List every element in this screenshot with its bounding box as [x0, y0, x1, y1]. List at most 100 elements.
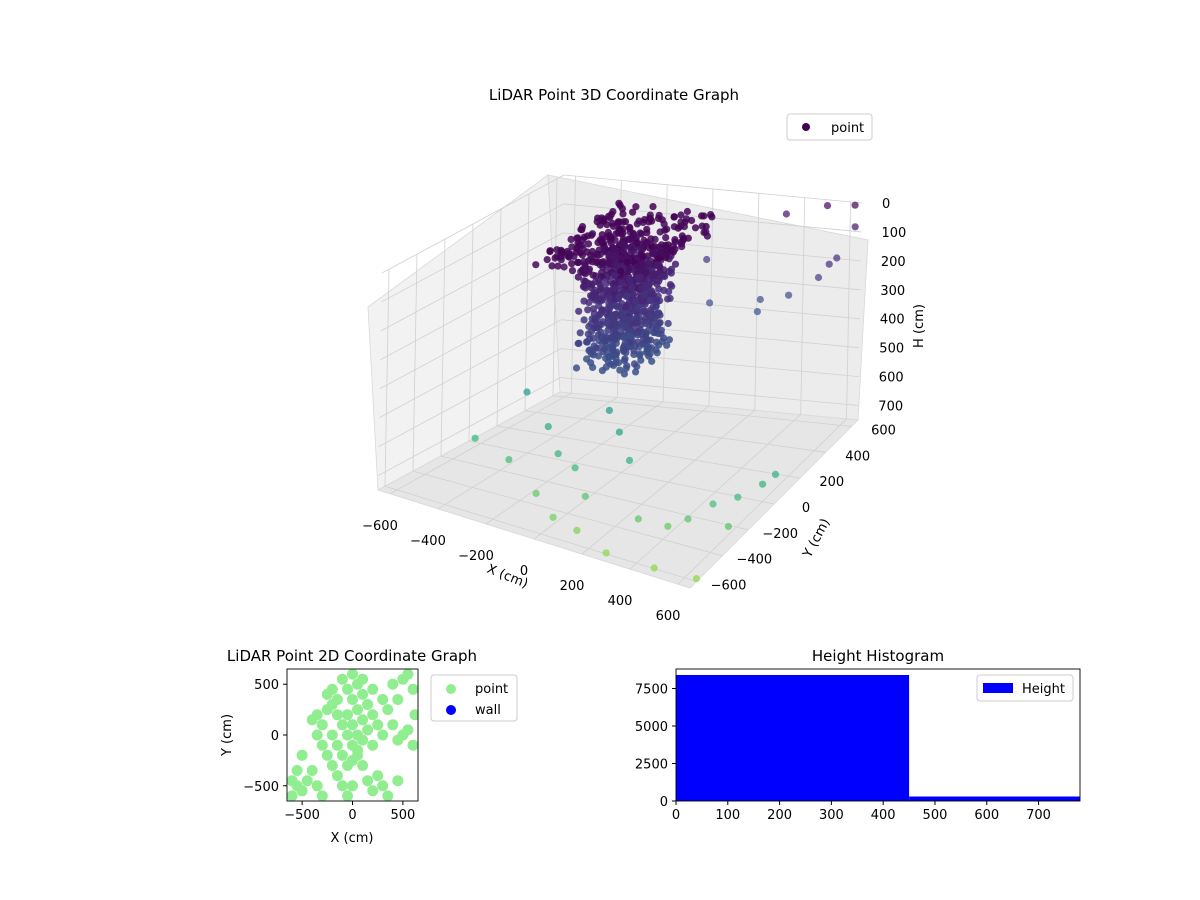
data-point-3d — [611, 320, 619, 328]
data-point-3d — [615, 428, 624, 436]
data-point-3d — [604, 349, 612, 357]
data-point-3d — [585, 299, 593, 307]
data-point-3d — [709, 500, 717, 508]
data-point-3d — [647, 336, 655, 344]
left-grid-h — [379, 290, 563, 390]
data-point-3d — [637, 230, 646, 238]
y-tick-label-3d: −200 — [762, 527, 798, 542]
left-grid-y — [412, 254, 418, 472]
left-grid-y — [524, 193, 530, 411]
legend-3d: point — [786, 113, 873, 141]
floor-grid-x — [581, 410, 756, 555]
data-point-3d — [627, 243, 635, 251]
data-point-3d — [583, 355, 591, 363]
floor-grid-y — [468, 440, 775, 505]
z-tick-label-3d: 600 — [879, 371, 904, 386]
y-tick-label-3d: 200 — [819, 475, 844, 490]
data-point-3d — [626, 225, 634, 233]
y-tick-label-3d: 0 — [802, 501, 810, 516]
data-point-3d — [567, 235, 575, 243]
data-point-3d — [629, 208, 637, 216]
data-point-3d — [592, 344, 600, 352]
data-point-3d — [664, 319, 672, 328]
back-grid-x — [800, 197, 806, 415]
z-tick-label-3d: 700 — [878, 400, 903, 415]
data-point-3d — [595, 311, 603, 319]
data-point-3d — [643, 225, 651, 233]
data-point-3d — [700, 212, 708, 220]
data-point-3d — [575, 339, 583, 347]
legend-3d-marker — [802, 123, 810, 131]
data-point-3d — [620, 346, 628, 354]
data-point-3d — [756, 295, 764, 304]
data-point-3d — [602, 310, 611, 318]
data-point-3d — [611, 285, 619, 293]
data-point-3d — [630, 360, 639, 368]
z-tick-label-3d: 100 — [882, 226, 907, 241]
data-point-3d — [632, 203, 640, 211]
data-point-3d — [851, 223, 859, 231]
data-point-3d — [650, 564, 658, 572]
data-point-3d — [825, 260, 833, 268]
z-tick-label-3d: 400 — [880, 313, 905, 328]
data-point-3d — [624, 316, 632, 324]
data-point-3d — [633, 239, 641, 247]
data-point-3d — [595, 295, 603, 303]
data-point-3d — [833, 254, 841, 262]
data-point-3d — [785, 291, 793, 299]
data-point-3d — [637, 356, 645, 364]
data-point-3d — [591, 286, 599, 294]
data-point-3d — [574, 273, 582, 281]
data-point-3d — [662, 252, 670, 260]
data-point-3d — [662, 241, 670, 249]
data-point-3d — [568, 243, 576, 251]
left-grid-h — [378, 348, 561, 447]
y-tick-label-3d: 600 — [871, 424, 896, 439]
floor-pane — [376, 391, 859, 589]
data-point-3d — [640, 284, 649, 292]
data-point-3d — [662, 234, 670, 242]
data-point-3d — [646, 211, 654, 219]
data-point-3d — [505, 456, 513, 464]
data-point-3d — [638, 260, 646, 268]
data-point-3d — [589, 271, 597, 279]
data-point-3d — [669, 248, 678, 256]
data-point-3d — [623, 258, 632, 266]
y-tick-label-3d: −400 — [736, 553, 772, 568]
data-point-3d — [652, 325, 660, 333]
x-tick-label-3d: 200 — [560, 579, 585, 594]
data-point-3d — [572, 364, 581, 372]
data-point-3d — [655, 285, 663, 293]
scatter-3d-title: LiDAR Point 3D Coordinate Graph — [489, 86, 739, 104]
3d-points — [471, 199, 859, 583]
floor-grid-y — [496, 425, 800, 479]
data-point-3d — [588, 247, 597, 256]
data-point-3d — [684, 515, 692, 523]
data-point-3d — [626, 275, 634, 284]
3d-panes — [367, 174, 869, 589]
data-point-3d — [851, 201, 859, 209]
data-point-3d — [572, 248, 581, 256]
data-point-3d — [605, 295, 613, 303]
data-point-3d — [702, 228, 710, 236]
data-point-3d — [814, 273, 823, 282]
data-point-3d — [670, 223, 679, 231]
data-point-3d — [660, 266, 668, 274]
data-point-3d — [595, 277, 603, 285]
data-point-3d — [587, 327, 596, 335]
data-point-3d — [580, 233, 589, 241]
data-point-3d — [579, 245, 587, 253]
data-point-3d — [554, 262, 562, 270]
data-point-3d — [603, 287, 611, 295]
floor-grid-y — [552, 395, 852, 427]
back-grid-x — [708, 188, 714, 407]
data-point-3d — [664, 295, 672, 303]
data-point-3d — [645, 218, 653, 226]
data-point-3d — [544, 423, 552, 431]
data-point-3d — [610, 271, 619, 279]
left-grid-y — [496, 208, 502, 426]
data-point-3d — [620, 370, 629, 378]
data-point-3d — [591, 316, 599, 325]
y-tick-label-3d: 400 — [845, 449, 870, 464]
